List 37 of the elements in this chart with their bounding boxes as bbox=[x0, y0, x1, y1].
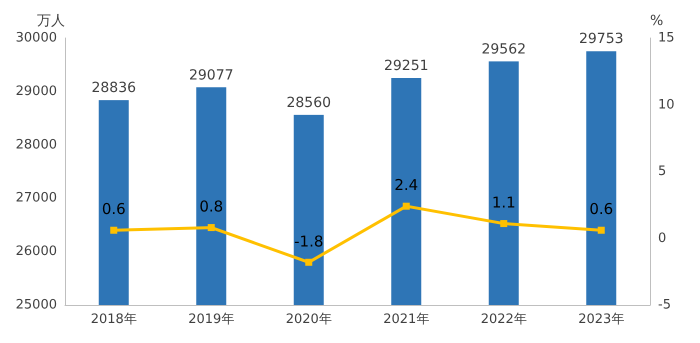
x-tick-label: 2022年 bbox=[480, 312, 527, 327]
y2-axis-title: % bbox=[650, 13, 664, 29]
point bbox=[208, 224, 215, 232]
data-label: 28560 bbox=[286, 94, 332, 111]
data-label: 2.4 bbox=[394, 176, 418, 194]
data-label: 0.8 bbox=[199, 198, 224, 216]
point bbox=[305, 258, 312, 266]
data-label: 29077 bbox=[188, 67, 234, 84]
data-label: 0.6 bbox=[589, 200, 614, 218]
y-tick-label: 25000 bbox=[16, 298, 57, 312]
y2-tick-label: 0 bbox=[658, 230, 666, 246]
x-tick-label: 2021年 bbox=[383, 312, 430, 327]
y2-tick-label: 15 bbox=[658, 30, 675, 46]
data-label: 0.6 bbox=[102, 200, 126, 218]
data-label: 29562 bbox=[481, 41, 526, 58]
y-tick-label: 27000 bbox=[16, 190, 57, 206]
data-label: 28836 bbox=[91, 80, 136, 96]
data-label: -1.8 bbox=[294, 232, 324, 250]
y-tick-label: 30000 bbox=[16, 30, 57, 46]
x-tick-label: 2023年 bbox=[578, 312, 624, 327]
point bbox=[598, 226, 605, 234]
point bbox=[110, 226, 118, 234]
y2-tick-label: -5 bbox=[658, 298, 671, 312]
data-label: 29251 bbox=[384, 58, 429, 74]
point bbox=[402, 202, 410, 210]
x-tick-label: 2018年 bbox=[90, 312, 137, 327]
y-tick-label: 28000 bbox=[16, 137, 57, 152]
y-axis-title: 万人 bbox=[37, 13, 65, 29]
y2-tick-label: 5 bbox=[658, 164, 666, 179]
x-tick-label: 2020年 bbox=[286, 312, 332, 327]
y2-tick-label: 10 bbox=[658, 97, 675, 112]
y-tick-label: 29000 bbox=[16, 84, 57, 99]
data-label: 1.1 bbox=[492, 194, 516, 212]
data-label: 29753 bbox=[578, 31, 624, 48]
y-tick-label: 26000 bbox=[16, 244, 57, 260]
x-tick-label: 2019年 bbox=[188, 312, 234, 327]
point bbox=[500, 220, 508, 228]
